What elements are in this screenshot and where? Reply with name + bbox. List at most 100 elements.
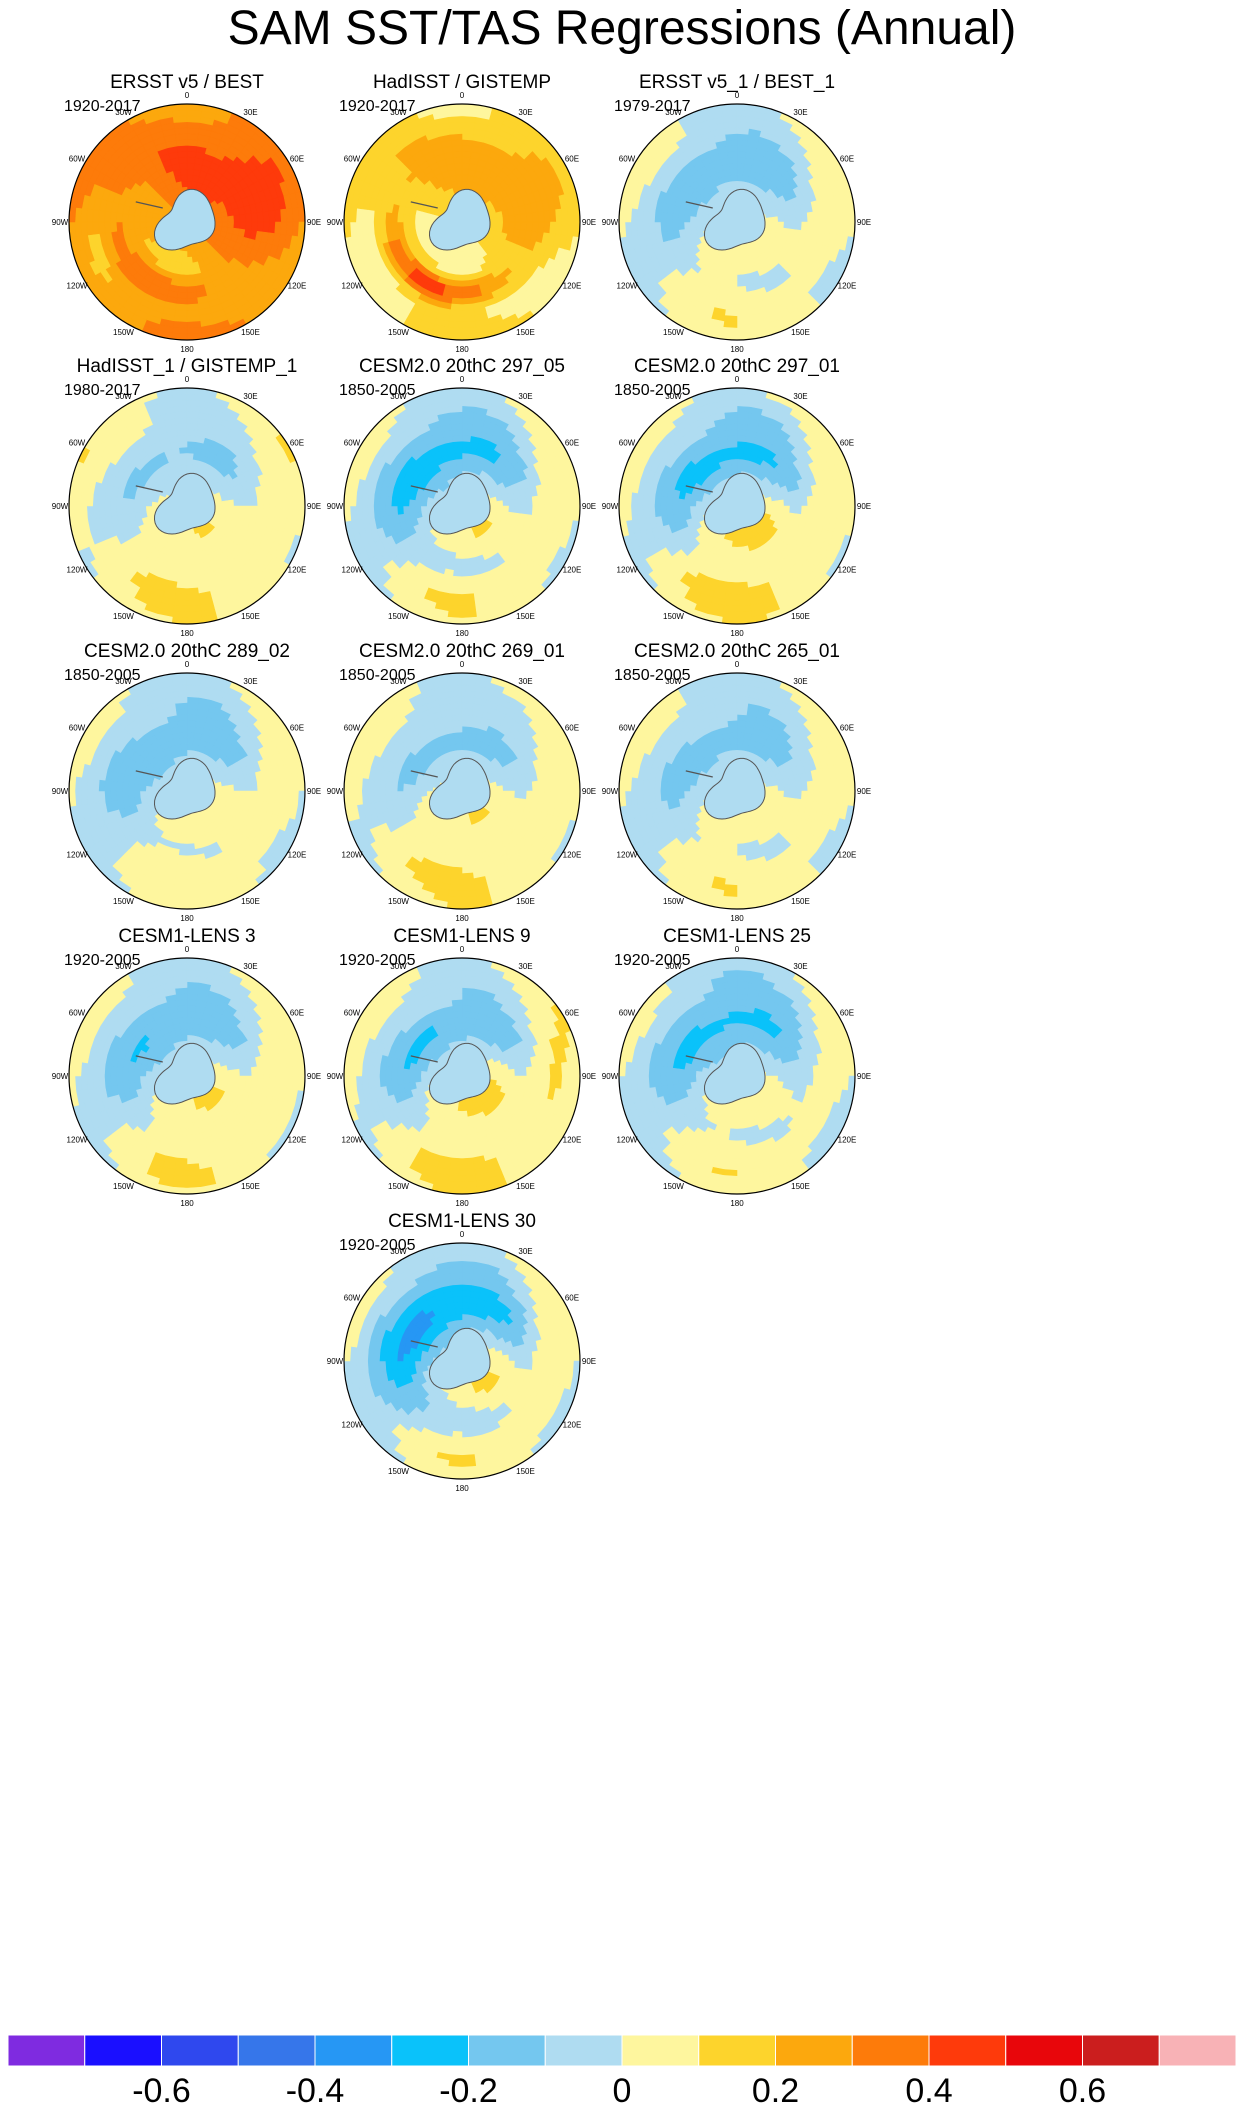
contour-cell (725, 133, 738, 141)
longitude-label: 180 (730, 345, 744, 354)
contour-cell (420, 221, 428, 228)
contour-cell (731, 180, 738, 188)
contour-cell (452, 150, 463, 158)
longitude-label: 90E (307, 502, 321, 511)
contour-field (69, 388, 305, 624)
longitude-label: 120E (563, 282, 582, 291)
longitude-label: 60W (69, 155, 86, 164)
contour-cell (408, 498, 416, 507)
contour-cell (186, 280, 196, 288)
polar-map-panel: CESM2.0 20thC 297_011850-2005030E60E90E1… (602, 356, 871, 638)
panel-title: ERSST v5_1 / BEST_1 (639, 72, 835, 93)
contour-cell (461, 534, 467, 542)
contour-cell (496, 500, 504, 507)
panel-grid: ERSST v5 / BEST1920-2017030E60E90E120E15… (52, 72, 871, 1493)
longitude-label: 90E (582, 502, 596, 511)
contour-cell (531, 495, 540, 507)
contour-cell (245, 505, 253, 515)
contour-cell (461, 127, 475, 135)
contour-cell (177, 434, 188, 442)
contour-cell (127, 497, 135, 507)
contour-cell (461, 250, 467, 258)
longitude-label: 120W (342, 566, 363, 575)
polar-map-panel: ERSST v5 / BEST1920-2017030E60E90E120E15… (52, 72, 321, 354)
polar-map-panel: HadISST / GISTEMP1920-2017030E60E90E120E… (327, 72, 596, 354)
contour-cell (408, 214, 416, 223)
contour-cell (736, 144, 748, 153)
contour-cell (145, 221, 153, 228)
polar-map-panel: HadISST_1 / GISTEMP_11980-2017030E60E90E… (52, 356, 321, 638)
contour-cell (245, 213, 253, 223)
contour-field (619, 104, 855, 340)
polar-map-panel: ERSST v5_1 / BEST_11979-2017030E60E90E12… (602, 72, 871, 354)
contour-cell (454, 452, 463, 460)
contour-cell (408, 221, 416, 230)
longitude-label: 60W (344, 439, 361, 448)
contour-cell (256, 221, 265, 233)
contour-cell (659, 211, 668, 223)
longitude-label: 30W (665, 108, 682, 117)
contour-cell (98, 210, 106, 223)
contour-cell (104, 494, 112, 507)
contour-cell (402, 213, 410, 223)
longitude-label: 90W (327, 218, 344, 227)
contour-cell (537, 221, 545, 234)
figure-title: SAM SST/TAS Regressions (Annual) (228, 2, 1017, 55)
contour-cell (175, 581, 188, 589)
contour-cell (178, 156, 188, 164)
longitude-label: 150W (388, 328, 409, 337)
contour-cell (384, 495, 393, 507)
contour-cell (174, 127, 188, 135)
contour-cell (186, 245, 192, 252)
contour-cell (133, 221, 141, 230)
contour-cell (461, 139, 474, 147)
contour-cell (408, 505, 416, 514)
contour-cell (520, 213, 528, 223)
longitude-label: 180 (180, 345, 194, 354)
longitude-label: 150E (516, 612, 535, 621)
contour-cell (455, 458, 463, 466)
contour-cell (174, 411, 188, 419)
longitude-label: 90W (327, 502, 344, 511)
contour-cell (736, 245, 742, 252)
contour-cell (239, 213, 247, 223)
longitude-label: 30W (390, 108, 407, 117)
contour-cell (496, 216, 504, 223)
contour-cell (724, 309, 738, 317)
contour-cell (461, 587, 474, 595)
contour-cell (461, 558, 471, 566)
contour-cell (115, 221, 123, 232)
contour-cell (728, 156, 738, 164)
longitude-label: 30W (390, 392, 407, 401)
contour-cell (526, 505, 534, 516)
contour-cell (665, 221, 673, 232)
contour-cell (789, 213, 797, 223)
contour-cell (543, 505, 551, 518)
contour-cell (461, 546, 469, 554)
contour-cell (736, 256, 743, 264)
contour-cell (186, 581, 199, 589)
contour-cell (549, 505, 557, 519)
contour-cell (453, 274, 463, 282)
contour-cell (227, 499, 235, 507)
contour-cell (179, 168, 188, 176)
contour-cell (178, 440, 188, 448)
contour-cell (451, 291, 463, 300)
longitude-label: 90E (582, 218, 596, 227)
contour-cell (186, 156, 196, 164)
contour-cell (461, 575, 473, 584)
longitude-label: 150W (663, 328, 684, 337)
contour-cell (245, 221, 253, 231)
contour-cell (186, 291, 198, 300)
contour-cell (115, 496, 123, 507)
contour-cell (186, 411, 200, 419)
contour-cell (453, 156, 463, 164)
contour-cell (514, 221, 522, 231)
contour-cell (186, 144, 198, 153)
longitude-label: 0 (460, 375, 465, 384)
contour-cell (549, 221, 557, 235)
contour-cell (508, 498, 516, 507)
contour-cell (396, 213, 404, 223)
contour-cell (186, 262, 194, 270)
contour-cell (178, 564, 188, 572)
